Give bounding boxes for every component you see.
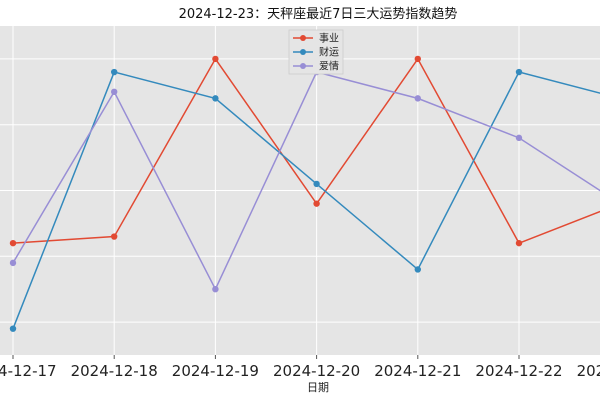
series-point-2 — [212, 286, 219, 293]
series-point-1 — [515, 68, 523, 76]
chart-title: 2024-12-23：天秤座最近7日三大运势指数趋势 — [179, 6, 458, 22]
x-tick-label: 2024-12-20 — [273, 362, 360, 380]
series-point-1 — [9, 325, 17, 332]
series-point-0 — [515, 239, 523, 247]
legend-label: 财运 — [319, 46, 339, 59]
series-point-0 — [414, 55, 421, 63]
x-tick-label: 2024-12-21 — [374, 362, 461, 380]
legend-label: 事业 — [319, 32, 339, 45]
series-point-0 — [313, 200, 320, 207]
x-tick-label: 2024-12-22 — [475, 362, 562, 380]
series-point-2 — [111, 88, 118, 96]
series-point-1 — [111, 68, 118, 76]
x-tick-label: 2024-12-19 — [172, 362, 259, 380]
series-point-1 — [414, 266, 421, 273]
series-point-2 — [9, 259, 17, 267]
series-point-1 — [212, 95, 219, 102]
legend-label: 爱情 — [319, 60, 339, 73]
series-point-0 — [212, 55, 219, 63]
series-point-2 — [414, 95, 421, 102]
series-point-1 — [313, 180, 320, 188]
series-point-2 — [515, 134, 523, 142]
x-axis-ticks: 2024-12-17 2024-12-18 2024-12-19 2024-12-20… — [0, 355, 600, 380]
x-tick-label: 2024-12-23 — [577, 362, 600, 380]
legend-swatch-marker — [300, 49, 306, 55]
x-tick-label: 2024-12-18 — [71, 362, 158, 380]
legend-swatch-marker — [300, 63, 306, 69]
series-point-0 — [9, 239, 17, 247]
x-axis-label: 日期 — [307, 381, 329, 394]
legend-swatch-marker — [300, 35, 306, 41]
series-point-0 — [111, 233, 118, 240]
x-tick-label: 2024-12-17 — [0, 362, 57, 380]
grid — [0, 26, 600, 355]
